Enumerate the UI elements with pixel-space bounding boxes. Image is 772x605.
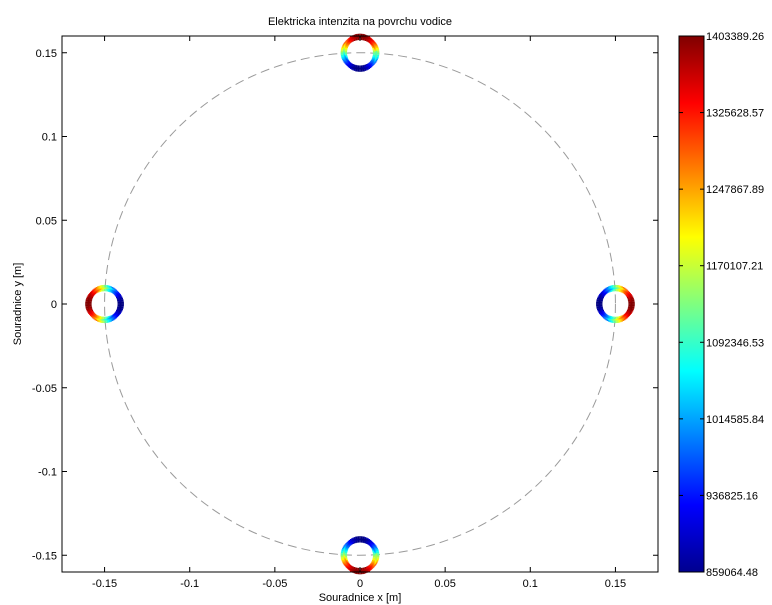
reference-circle xyxy=(104,52,616,556)
x-tick-label: 0.05 xyxy=(434,578,455,590)
y-axis: -0.15 -0.1 -0.05 0 0.05 0.1 0.15 xyxy=(32,48,658,562)
y-tick-label: -0.05 xyxy=(32,383,57,395)
field-point xyxy=(372,50,380,58)
y-tick-label: 0 xyxy=(51,299,57,311)
x-tick-label: 0.15 xyxy=(605,578,626,590)
conductor-bottom xyxy=(340,536,380,575)
x-axis: -0.15 -0.1 -0.05 0 0.05 0.1 0.15 xyxy=(92,36,626,590)
colorbar-ticks: 1403389.26 1325628.57 1247867.89 1170107.21… xyxy=(679,31,764,579)
x-tick-label: -0.15 xyxy=(92,578,117,590)
conductor-left xyxy=(85,284,124,324)
field-point xyxy=(117,302,124,309)
x-tick-label: -0.05 xyxy=(262,578,287,590)
y-tick-label: 0.15 xyxy=(36,48,57,60)
chart-title: Elektricka intenzita na povrchu vodice xyxy=(268,16,452,28)
colorbar-tick-label: 859064.48 xyxy=(706,567,758,579)
field-point xyxy=(628,302,635,309)
colorbar xyxy=(678,35,705,573)
plot-area xyxy=(62,36,658,572)
plot-layer xyxy=(85,33,635,575)
y-tick-label: 0.05 xyxy=(36,215,57,227)
x-tick-label: -0.1 xyxy=(180,578,199,590)
colorbar-tick-label: 1403389.26 xyxy=(706,31,764,43)
y-axis-title: Souradnice y [m] xyxy=(12,263,24,346)
x-axis-title: Souradnice x [m] xyxy=(319,592,402,604)
colorbar-tick-label: 1092346.53 xyxy=(706,337,764,349)
field-point xyxy=(372,553,380,560)
y-tick-label: -0.1 xyxy=(38,467,57,479)
colorbar-tick-label: 1247867.89 xyxy=(706,184,764,196)
colorbar-tick-label: 1014585.84 xyxy=(706,414,764,426)
y-tick-label: -0.15 xyxy=(32,550,57,562)
colorbar-tick-label: 1325628.57 xyxy=(706,108,764,120)
conductor-right xyxy=(596,284,635,324)
x-tick-label: 0.1 xyxy=(523,578,538,590)
y-tick-label: 0.1 xyxy=(42,132,57,144)
colorbar-tick-label: 1170107.21 xyxy=(706,261,763,273)
colorbar-tick-label: 936825.16 xyxy=(706,490,758,502)
x-tick-label: 0 xyxy=(357,578,363,590)
